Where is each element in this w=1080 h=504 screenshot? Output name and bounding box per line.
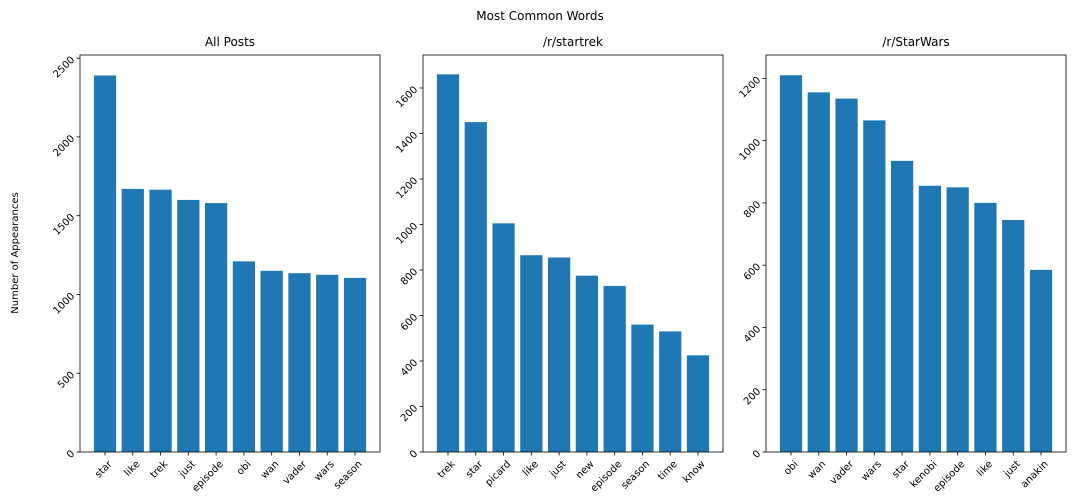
bar-season: [343, 277, 367, 452]
bar-trek: [149, 189, 172, 453]
bar-vader: [288, 273, 311, 452]
bar-wars: [863, 120, 886, 452]
bar-episode: [603, 285, 626, 452]
bar-just: [1002, 220, 1025, 452]
bar-vader: [835, 98, 858, 452]
bar-star: [464, 122, 487, 452]
bar-obi: [779, 75, 803, 453]
axes-frame: [765, 54, 1067, 453]
bar-picard: [492, 223, 515, 452]
bar-like: [520, 255, 543, 452]
axes-frame: [422, 54, 724, 453]
bar-like: [121, 188, 144, 452]
bar-episode: [946, 187, 969, 453]
subplot-title: /r/startrek: [543, 35, 603, 49]
axes-frame: [79, 54, 381, 453]
bar-wan: [260, 270, 283, 452]
bar-episode: [205, 203, 228, 452]
bar-star: [93, 75, 117, 452]
subplot-title: All Posts: [205, 35, 255, 49]
figure-title: Most Common Words: [476, 9, 603, 23]
subplot-title: /r/StarWars: [882, 35, 949, 49]
bar-star: [891, 160, 914, 452]
bar-just: [548, 257, 571, 452]
bar-like: [974, 202, 997, 452]
bar-obi: [232, 261, 255, 452]
bar-know: [686, 355, 710, 452]
bar-just: [177, 199, 200, 452]
bar-season: [631, 324, 654, 452]
bar-anakin: [1029, 269, 1053, 452]
bar-trek: [436, 74, 460, 453]
bar-time: [659, 331, 682, 452]
bar-kenobi: [918, 185, 941, 452]
bar-wars: [316, 274, 339, 452]
bar-wan: [807, 92, 830, 452]
bar-new: [575, 275, 598, 452]
y-axis-label: Number of Appearances: [10, 192, 21, 313]
